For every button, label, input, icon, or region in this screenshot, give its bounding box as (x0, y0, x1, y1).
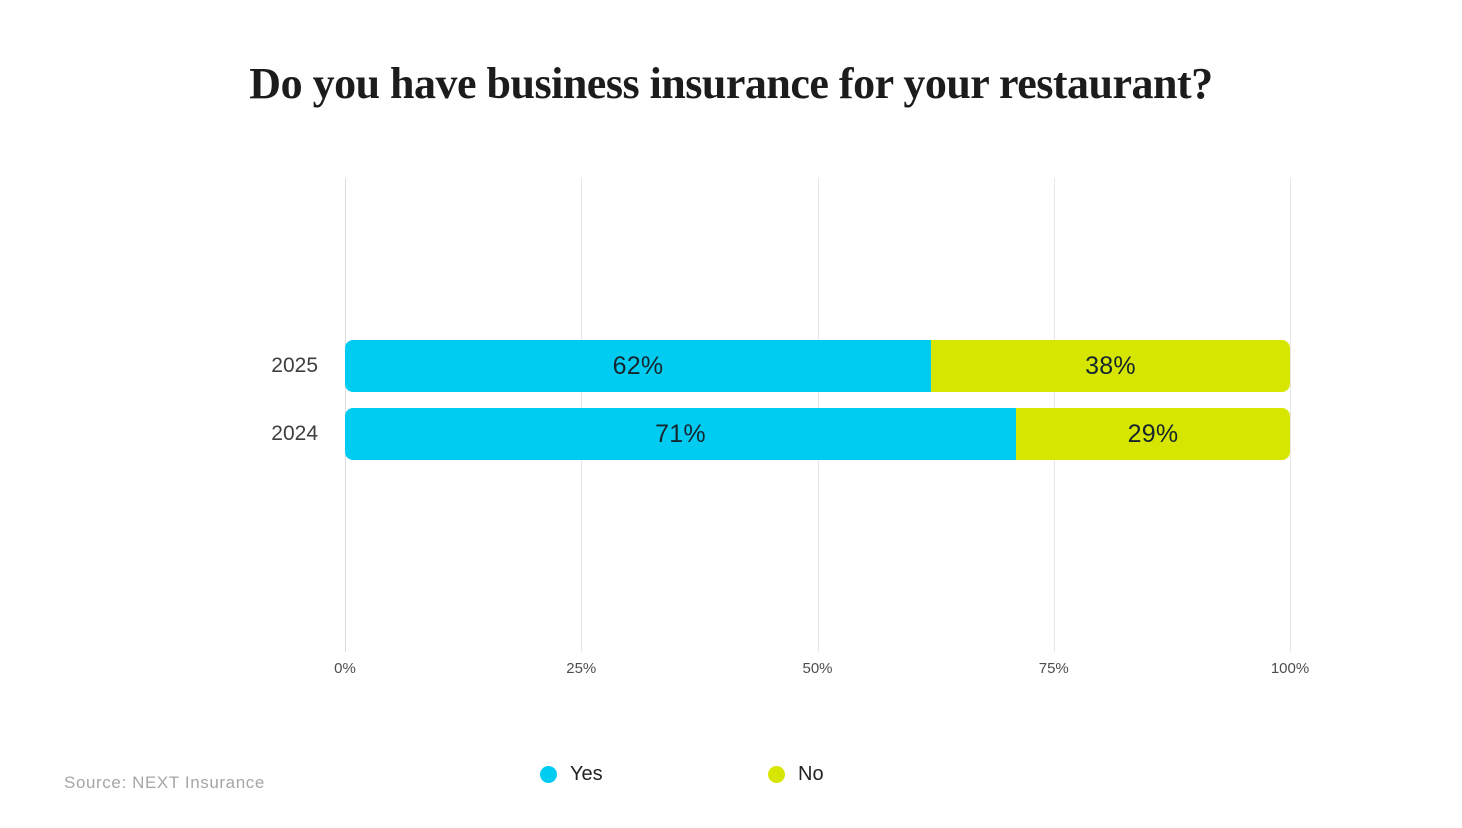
chart-title: Do you have business insurance for your … (249, 59, 1213, 108)
value-label-2025-no: 38% (1085, 351, 1136, 380)
stacked-bar-2025: 62% 38% (345, 340, 1290, 392)
x-axis-tick-75: 75% (1038, 660, 1069, 677)
bar-segment-2024-no: 29% (1015, 408, 1290, 460)
legend-label-no: No (798, 763, 824, 785)
legend-label-yes: Yes (570, 763, 603, 785)
stacked-bar-2024: 71% 29% (345, 408, 1290, 460)
value-label-2025-yes: 62% (612, 351, 664, 380)
legend-dot-no-icon (768, 766, 785, 783)
source-attribution: Source: NEXT Insurance (64, 773, 265, 792)
bar-segment-2025-no: 38% (930, 340, 1290, 392)
legend-dot-yes-icon (540, 766, 557, 783)
plot-area: 2025 62% 38% 2024 71% 29% 0% 25% 50% 75%… (271, 178, 1309, 677)
x-axis-tick-0: 0% (334, 660, 356, 677)
category-label-2024: 2024 (271, 422, 318, 445)
gridline-100 (1290, 178, 1291, 652)
legend-item-no: No (768, 763, 824, 786)
bar-row-2024: 2024 71% 29% (271, 408, 1290, 460)
x-axis-tick-50: 50% (802, 660, 833, 677)
category-label-2025: 2025 (271, 354, 318, 377)
value-label-2024-no: 29% (1127, 419, 1179, 448)
value-label-2024-yes: 71% (655, 419, 706, 448)
x-axis-tick-100: 100% (1270, 660, 1310, 677)
bar-segment-2024-yes: 71% (345, 408, 1016, 460)
bar-row-2025: 2025 62% 38% (271, 340, 1290, 392)
bar-segment-2025-yes: 62% (345, 340, 931, 392)
x-axis-tick-25: 25% (566, 660, 597, 677)
legend-item-yes: Yes (540, 763, 603, 786)
